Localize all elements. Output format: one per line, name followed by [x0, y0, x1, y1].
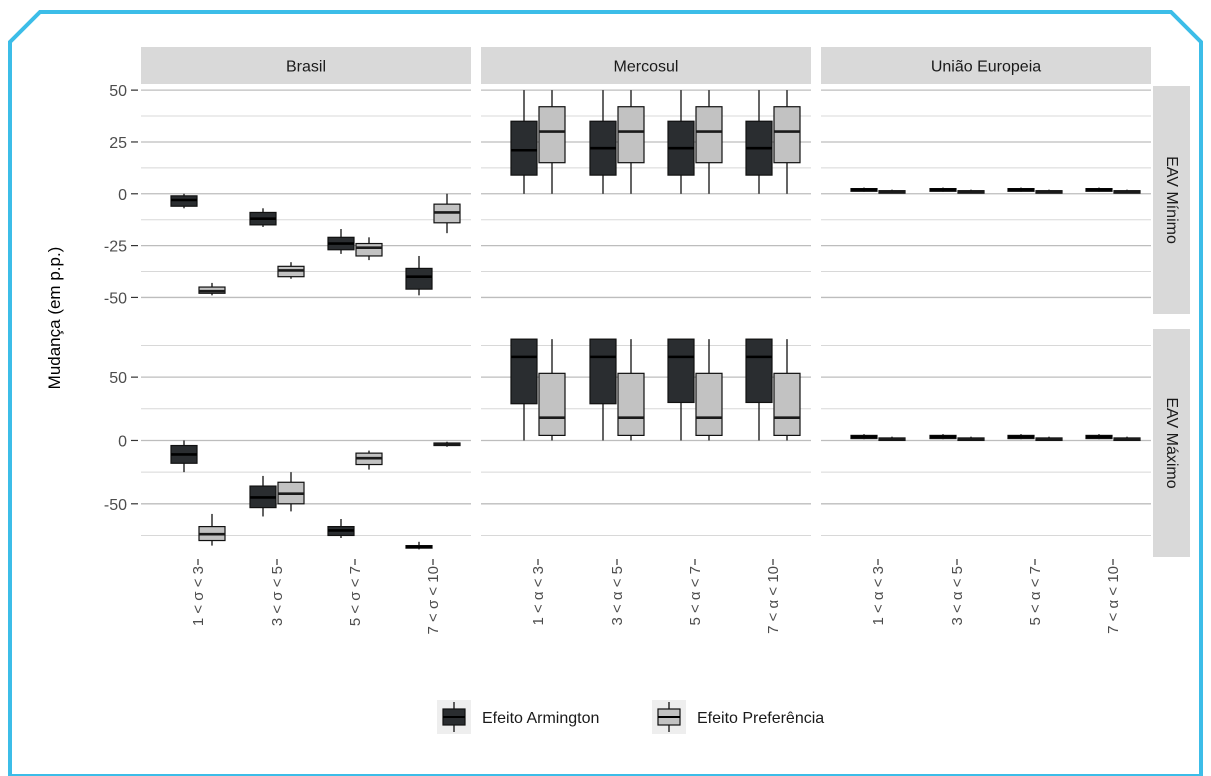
- x-tick-label: 7 < α < 10: [765, 566, 782, 634]
- box-preferencia: [695, 372, 723, 437]
- box-armington: [510, 338, 538, 405]
- row-strip-label-1: EAV Máximo: [1163, 397, 1180, 488]
- box-preferencia: [538, 372, 566, 437]
- box-armington: [510, 120, 538, 176]
- box-preferencia: [773, 372, 801, 437]
- x-tick-label: 5 < α < 7: [687, 566, 704, 626]
- x-tick-label: 3 < α < 5: [949, 566, 966, 626]
- facet-strip-label-2: União Europeia: [931, 59, 1041, 76]
- y-axis-title: Mudança (em p.p.): [45, 247, 64, 390]
- y-tick-label: 25: [109, 135, 127, 152]
- x-tick-label: 1 < σ < 3: [190, 566, 207, 626]
- facet-strip-label-1: Mercosul: [614, 59, 679, 76]
- box-preferencia: [695, 106, 723, 164]
- x-tick-label: 3 < α < 5: [609, 566, 626, 626]
- facet-strip-1: [481, 47, 811, 84]
- x-tick-label: 1 < α < 3: [530, 566, 547, 626]
- x-tick-label: 1 < α < 3: [870, 566, 887, 626]
- x-tick-label: 3 < σ < 5: [269, 566, 286, 626]
- box-preferencia: [773, 106, 801, 164]
- box-armington: [405, 267, 433, 290]
- x-tick-label: 7 < σ < 10: [425, 566, 442, 634]
- facet-strip-2: [821, 47, 1151, 84]
- box-preferencia: [538, 106, 566, 164]
- x-tick-label: 5 < σ < 7: [347, 566, 364, 626]
- row-strip-1: [1153, 329, 1190, 557]
- row-strip-0: [1153, 86, 1190, 314]
- facet-strip-0: [141, 47, 471, 84]
- y-tick-label: -50: [104, 497, 127, 514]
- y-tick-label: 50: [109, 83, 127, 100]
- legend-label-preferencia: Efeito Preferência: [697, 710, 824, 727]
- x-tick-label: 7 < α < 10: [1105, 566, 1122, 634]
- box-preferencia: [355, 242, 383, 257]
- y-tick-label: 0: [118, 187, 127, 204]
- box-armington: [667, 338, 695, 404]
- row-strip-label-0: EAV Mínimo: [1163, 156, 1180, 244]
- y-tick-label: 50: [109, 370, 127, 387]
- box-preferencia: [617, 106, 645, 164]
- box-armington: [745, 338, 773, 404]
- legend-label-armington: Efeito Armington: [482, 710, 599, 727]
- facet-strip-label-0: Brasil: [286, 59, 326, 76]
- y-tick-label: -50: [104, 290, 127, 307]
- box-armington: [589, 338, 617, 405]
- y-tick-label: -25: [104, 239, 127, 256]
- box-preferencia: [617, 372, 645, 437]
- x-tick-label: 5 < α < 7: [1027, 566, 1044, 626]
- y-tick-label: 0: [118, 433, 127, 450]
